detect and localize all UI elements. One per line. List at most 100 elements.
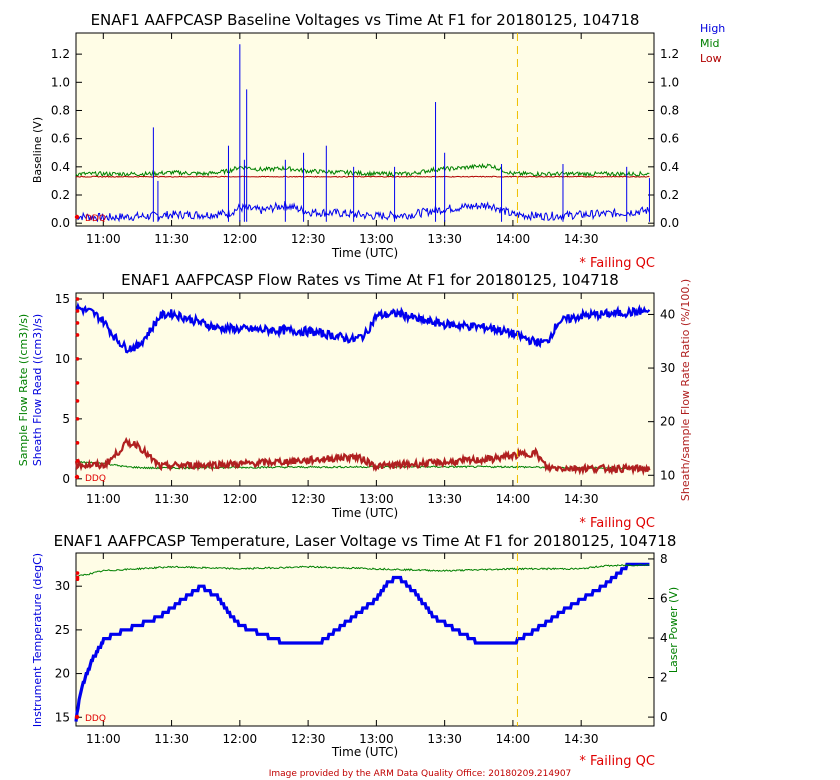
x-axis-label-flow: Time (UTC) xyxy=(331,506,398,520)
plot-area-baseline xyxy=(75,32,655,227)
legend-low: Low xyxy=(700,52,722,65)
failing-qc-point xyxy=(75,381,80,385)
failing-qc-point xyxy=(75,309,80,313)
failing-qc-label-flow: * Failing QC xyxy=(579,516,655,531)
right-tick-label: 0.4 xyxy=(660,160,679,174)
y-tick-label: 0.2 xyxy=(51,188,70,202)
y-tick-label: 15 xyxy=(55,292,70,306)
x-tick-label: 12:30 xyxy=(291,492,326,506)
x-tick-label: 12:00 xyxy=(223,492,258,506)
failing-qc-point xyxy=(75,333,80,337)
y-axis-label-laser-power: Laser Power (V) xyxy=(667,587,680,673)
failing-qc-point xyxy=(75,571,80,575)
panel-temperature-title: ENAF1 AAFPCASP Temperature, Laser Voltag… xyxy=(54,532,677,550)
right-tick-label: 0.6 xyxy=(660,132,679,146)
x-tick-label: 12:00 xyxy=(223,732,258,746)
x-tick-label: 14:30 xyxy=(564,492,599,506)
y-tick-label: 0.8 xyxy=(51,103,70,117)
right-tick-label: 0.0 xyxy=(660,216,679,230)
right-tick-label: 2 xyxy=(660,671,668,685)
ddq-label: DDQ xyxy=(85,214,106,224)
series-line-low xyxy=(75,175,650,178)
footer-credit: Image provided by the ARM Data Quality O… xyxy=(269,769,572,779)
right-tick-label: 4 xyxy=(660,631,668,645)
y-axis-label-baseline: Baseline (V) xyxy=(31,117,44,183)
x-tick-label: 14:00 xyxy=(496,232,531,246)
x-tick-label: 11:30 xyxy=(154,492,189,506)
x-tick-label: 11:00 xyxy=(86,232,121,246)
series-line-laser-power xyxy=(75,564,650,578)
series-line-mid xyxy=(75,162,650,178)
y-tick-label: 10 xyxy=(55,352,70,366)
y-tick-label: 25 xyxy=(55,623,70,637)
x-tick-label: 14:30 xyxy=(564,232,599,246)
x-tick-label: 13:30 xyxy=(427,492,462,506)
ddq-label: DDQ xyxy=(85,714,106,724)
x-tick-label: 12:00 xyxy=(223,232,258,246)
right-tick-label: 10 xyxy=(660,468,675,482)
y-tick-label: 0.6 xyxy=(51,132,70,146)
x-tick-label: 13:30 xyxy=(427,232,462,246)
legend-mid: Mid xyxy=(700,37,720,50)
x-tick-label: 12:30 xyxy=(291,732,326,746)
failing-qc-point xyxy=(75,417,80,421)
y-tick-label: 30 xyxy=(55,579,70,593)
failing-qc-label-temperature: * Failing QC xyxy=(579,754,655,769)
x-tick-label: 14:30 xyxy=(564,732,599,746)
right-tick-label: 6 xyxy=(660,591,668,605)
right-tick-label: 0 xyxy=(660,710,668,724)
series-line-high xyxy=(75,200,650,223)
y-tick-label: 1.0 xyxy=(51,75,70,89)
x-axis-label-temperature: Time (UTC) xyxy=(331,745,398,759)
y-tick-label: 5 xyxy=(62,412,70,426)
failing-qc-point xyxy=(75,459,80,463)
x-tick-label: 13:00 xyxy=(359,732,394,746)
right-tick-label: 8 xyxy=(660,552,668,566)
legend-high: High xyxy=(700,22,725,35)
y-axis-label-temperature: Instrument Temperature (degC) xyxy=(31,553,44,727)
right-tick-label: 1.0 xyxy=(660,75,679,89)
x-tick-label: 14:00 xyxy=(496,732,531,746)
x-axis-label-baseline: Time (UTC) xyxy=(331,246,398,260)
panel-temperature: ENAF1 AAFPCASP Temperature, Laser Voltag… xyxy=(31,532,680,769)
x-tick-label: 11:30 xyxy=(154,232,189,246)
y-axis-label-sheath-flow: Sheath Flow Read ((cm3)/s) xyxy=(31,314,44,466)
panel-baseline: ENAF1 AAFPCASP Baseline Voltages vs Time… xyxy=(31,11,725,271)
y-tick-label: 0 xyxy=(62,472,70,486)
right-tick-label: 0.2 xyxy=(660,188,679,202)
plot-area-temperature xyxy=(75,552,655,727)
y-tick-label: 20 xyxy=(55,667,70,681)
y-tick-label: 15 xyxy=(55,710,70,724)
x-tick-label: 11:00 xyxy=(86,492,121,506)
series-line-sheath-sample-flow-rate-ratio xyxy=(74,436,651,477)
panel-flow-title: ENAF1 AAFPCASP Flow Rates vs Time At F1 … xyxy=(121,271,619,289)
y-tick-label: 0.0 xyxy=(51,216,70,230)
x-tick-label: 11:30 xyxy=(154,732,189,746)
ddq-point xyxy=(74,714,80,720)
y-axis-label-flow-ratio: Sheath/sample Flow Rate Ratio (%/100.) xyxy=(679,279,692,501)
x-tick-label: 14:00 xyxy=(496,492,531,506)
x-tick-label: 12:30 xyxy=(291,232,326,246)
failing-qc-point xyxy=(75,297,80,301)
failing-qc-point xyxy=(75,441,80,445)
right-tick-label: 40 xyxy=(660,307,675,321)
x-tick-label: 11:00 xyxy=(86,732,121,746)
series-line-sheath-flow-read xyxy=(75,301,651,354)
y-tick-label: 0.4 xyxy=(51,160,70,174)
ddq-point xyxy=(74,474,80,480)
x-tick-label: 13:00 xyxy=(359,492,394,506)
y-axis-label-sample-flow: Sample Flow Rate ((cm3)/s) xyxy=(17,314,30,466)
failing-qc-point xyxy=(75,321,80,325)
ddq-point xyxy=(74,214,80,220)
right-tick-label: 30 xyxy=(660,361,675,375)
right-tick-label: 0.8 xyxy=(660,103,679,117)
y-tick-label: 1.2 xyxy=(51,47,70,61)
failing-qc-point xyxy=(75,357,80,361)
series-line-instrument-temperature xyxy=(74,562,650,722)
x-tick-label: 13:30 xyxy=(427,732,462,746)
panel-baseline-title: ENAF1 AAFPCASP Baseline Voltages vs Time… xyxy=(91,11,640,29)
panel-flow-rates: ENAF1 AAFPCASP Flow Rates vs Time At F1 … xyxy=(17,271,692,531)
failing-qc-label-baseline: * Failing QC xyxy=(579,256,655,271)
failing-qc-point xyxy=(75,577,80,582)
